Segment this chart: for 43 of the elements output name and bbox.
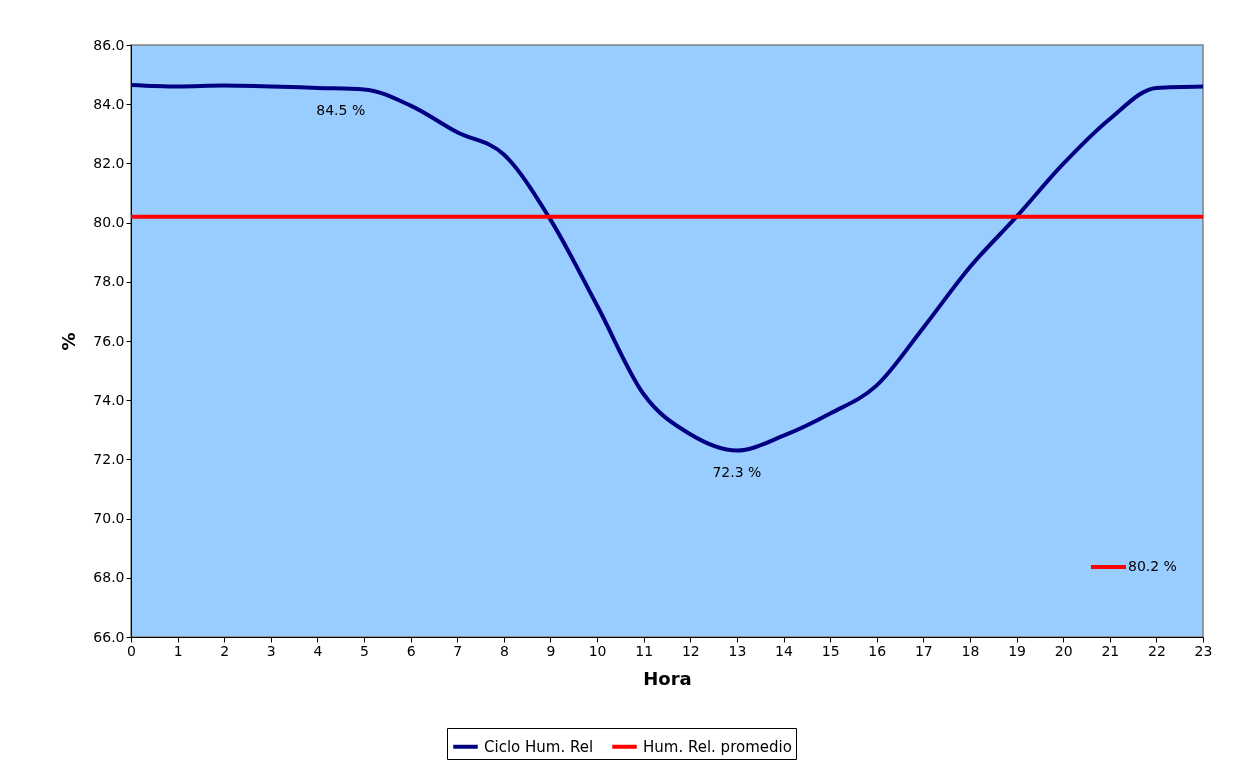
x-tick-label: 7 [453, 642, 463, 659]
y-tick-label: 66.0 [93, 628, 125, 645]
y-tick-label: 78.0 [93, 273, 125, 290]
annotation: 84.5 % [316, 102, 366, 119]
x-tick-label: 19 [1008, 642, 1026, 659]
x-tick-label: 1 [173, 642, 183, 659]
y-tick-label: 82.0 [93, 154, 125, 171]
x-tick-label: 18 [961, 642, 980, 659]
legend-label: Hum. Rel. promedio [643, 737, 792, 756]
x-tick-label: 17 [914, 642, 933, 659]
x-tick-label: 23 [1194, 642, 1213, 659]
y-tick-label: 68.0 [93, 569, 125, 586]
legend-label: Ciclo Hum. Rel [484, 737, 594, 756]
y-tick-label: 76.0 [93, 332, 125, 349]
annotation: 72.3 % [712, 463, 762, 480]
x-tick-label: 15 [821, 642, 840, 659]
y-tick-label: 84.0 [93, 95, 125, 112]
x-tick-label: 5 [360, 642, 369, 659]
x-tick-label: 22 [1147, 642, 1166, 659]
x-tick-label: 16 [868, 642, 887, 659]
y-tick-label: 86.0 [93, 36, 125, 53]
x-tick-label: 6 [406, 642, 416, 659]
y-axis-title: % [58, 332, 80, 351]
x-tick-label: 20 [1054, 642, 1073, 659]
y-tick-label: 72.0 [93, 450, 125, 467]
x-tick-label: 0 [127, 642, 136, 659]
line-series [129, 82, 1205, 453]
x-tick-label: 2 [220, 642, 230, 659]
x-tick-label: 10 [588, 642, 607, 659]
y-tick-label: 70.0 [93, 510, 125, 527]
x-tick-label: 14 [775, 642, 794, 659]
x-tick-label: 4 [313, 642, 323, 659]
x-tick-label: 13 [728, 642, 747, 659]
y-tick-label: 74.0 [93, 391, 125, 408]
x-tick-label: 9 [546, 642, 556, 659]
x-tick-label: 12 [681, 642, 700, 659]
x-tick-label: 21 [1101, 642, 1120, 659]
x-tick-label: 11 [635, 642, 654, 659]
x-tick-label: 8 [499, 642, 509, 659]
y-tick-label: 80.0 [93, 214, 125, 231]
annotation: 80.2 % [1128, 558, 1177, 574]
x-tick-label: 3 [266, 642, 276, 659]
x-axis-title: Hora [643, 667, 692, 689]
